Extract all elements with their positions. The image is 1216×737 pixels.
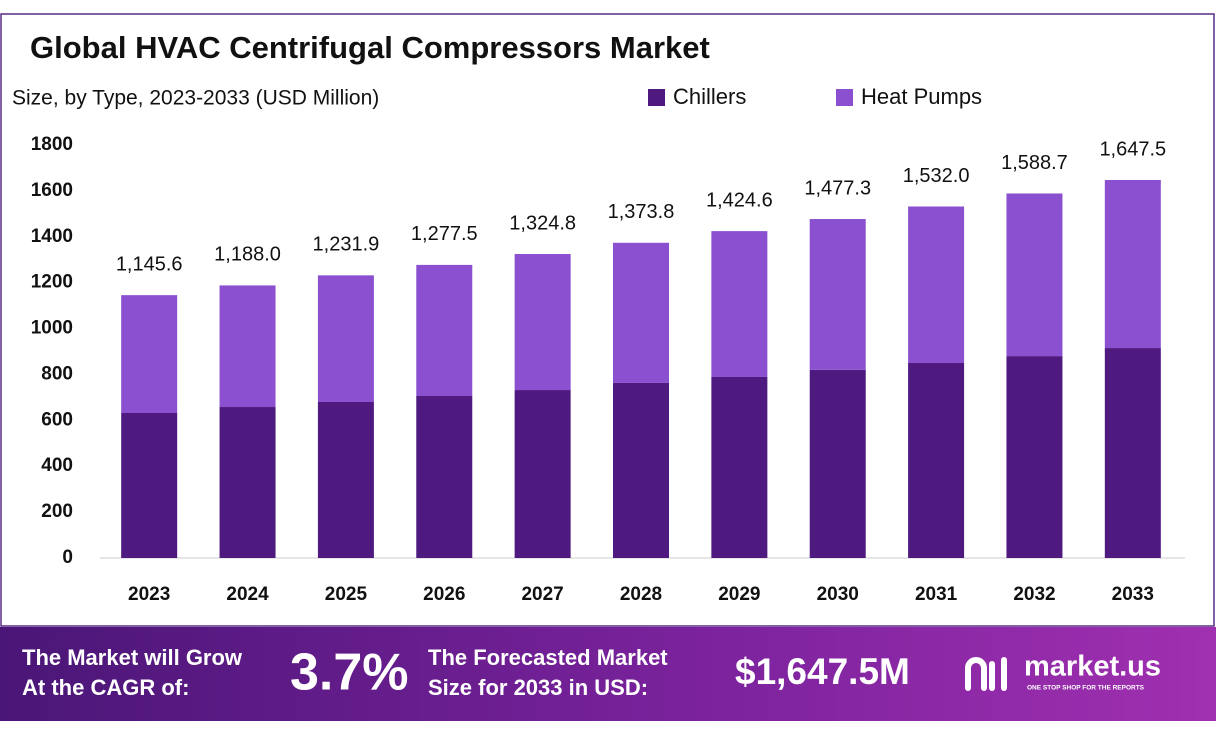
x-tick-label: 2026 — [423, 584, 465, 605]
banner-text: At the CAGR of: — [22, 675, 189, 700]
legend-label: Heat Pumps — [861, 84, 982, 109]
legend-label: Chillers — [673, 84, 746, 109]
bar-segment — [514, 390, 571, 558]
bar-segment — [613, 382, 669, 558]
frame — [0, 13, 1215, 627]
bar-segment — [121, 295, 178, 413]
banner-text: The Forecasted Market — [428, 645, 668, 670]
bar-segment — [711, 231, 768, 377]
total-label: 1,373.8 — [608, 201, 675, 223]
bar-segment — [613, 242, 669, 383]
y-tick-label: 200 — [41, 501, 73, 522]
total-label: 1,231.9 — [313, 234, 380, 256]
bar-segment — [121, 412, 178, 558]
x-tick-label: 2024 — [226, 584, 269, 605]
bar-segment — [908, 362, 965, 558]
total-label: 1,647.5 — [1099, 138, 1166, 160]
total-label: 1,424.6 — [706, 189, 773, 211]
bar-segment — [809, 219, 866, 370]
tagline: ONE STOP SHOP FOR THE REPORTS — [1027, 685, 1145, 692]
bar-segment — [711, 376, 768, 558]
total-label: 1,477.3 — [804, 177, 871, 199]
bar-segment — [416, 264, 473, 397]
x-tick-label: 2025 — [325, 584, 368, 605]
banner-text: Size for 2033 in USD: — [428, 675, 648, 700]
x-tick-label: 2032 — [1013, 584, 1055, 605]
bar-segment — [809, 369, 866, 558]
bar-segment — [219, 285, 276, 408]
x-tick-label: 2027 — [521, 584, 563, 605]
logo-icon — [965, 657, 1007, 691]
legend-swatch — [648, 89, 665, 106]
y-tick-label: 800 — [41, 363, 73, 384]
legend-swatch — [836, 89, 853, 106]
total-label: 1,532.0 — [903, 165, 970, 187]
x-tick-label: 2023 — [128, 584, 170, 605]
banner-text: The Market will Grow — [22, 645, 243, 670]
chart-subtitle: Size, by Type, 2023-2033 (USD Million) — [12, 87, 379, 110]
bar-segment — [317, 275, 374, 402]
chart-title: Global HVAC Centrifugal Compressors Mark… — [30, 30, 710, 65]
cagr-value: 3.7% — [290, 644, 409, 702]
bar-segment — [514, 254, 571, 391]
bar-segment — [416, 396, 473, 558]
bar-segment — [219, 407, 276, 558]
x-tick-label: 2028 — [620, 584, 662, 605]
bar-segment — [317, 401, 374, 558]
y-tick-label: 1400 — [31, 226, 73, 247]
total-label: 1,145.6 — [116, 253, 183, 275]
bar-segment — [1104, 348, 1161, 558]
total-label: 1,277.5 — [411, 223, 478, 245]
x-tick-label: 2033 — [1112, 584, 1154, 605]
x-tick-label: 2031 — [915, 584, 958, 605]
x-tick-label: 2030 — [817, 584, 859, 605]
y-tick-label: 400 — [41, 455, 73, 476]
y-tick-label: 0 — [62, 547, 73, 568]
bar-segment — [908, 206, 965, 363]
y-tick-label: 1200 — [31, 272, 73, 293]
total-label: 1,188.0 — [214, 244, 281, 266]
bar-segment — [1006, 356, 1063, 558]
y-tick-label: 1600 — [31, 180, 73, 201]
bar-segment — [1006, 193, 1063, 357]
total-label: 1,588.7 — [1001, 152, 1068, 174]
banner — [0, 627, 1216, 721]
y-tick-label: 600 — [41, 409, 73, 430]
y-tick-label: 1800 — [31, 134, 73, 155]
bar-segment — [1104, 179, 1161, 349]
x-tick-label: 2029 — [718, 584, 760, 605]
brand: market.us — [1024, 651, 1161, 683]
forecast-value: $1,647.5M — [735, 651, 910, 692]
total-label: 1,324.8 — [509, 212, 576, 234]
y-tick-label: 1000 — [31, 318, 73, 339]
